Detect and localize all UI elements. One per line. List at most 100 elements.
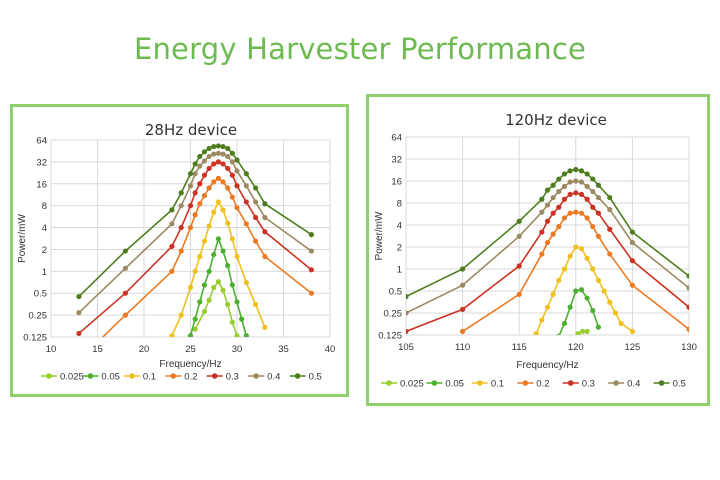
data-point (220, 143, 226, 150)
data-point (201, 158, 208, 164)
data-point (618, 320, 624, 327)
data-point (516, 291, 522, 297)
data-point (187, 203, 194, 209)
y-tick-label: 2 (397, 243, 402, 254)
legend-swatch-marker (658, 380, 665, 386)
data-point (234, 168, 240, 174)
data-point (550, 182, 556, 188)
y-tick-label: 0.25 (384, 309, 403, 320)
data-point (629, 229, 635, 235)
data-point (575, 331, 581, 335)
x-tick-label: 35 (278, 344, 289, 355)
x-tick-label: 25 (185, 344, 196, 355)
data-point (561, 196, 568, 202)
data-point (561, 171, 568, 177)
data-point (544, 239, 551, 246)
plot-area (406, 166, 689, 335)
y-tick-label: 0.25 (29, 311, 48, 322)
data-point (215, 159, 221, 165)
data-point (573, 244, 579, 250)
data-point (406, 293, 409, 300)
data-point (169, 221, 175, 227)
data-point (76, 293, 82, 300)
data-point (590, 188, 596, 195)
series-0.2 (460, 209, 689, 335)
data-point (544, 218, 551, 224)
data-point (211, 161, 217, 167)
data-point (578, 246, 585, 252)
legend-swatch-marker (253, 373, 259, 379)
data-point (220, 179, 226, 185)
legend-swatch-marker (567, 380, 574, 386)
data-point (262, 214, 268, 221)
data-point (539, 229, 545, 235)
data-point (578, 210, 585, 216)
data-point (539, 196, 545, 202)
legend-swatch-marker (386, 380, 392, 386)
chart-title: 28Hz device (145, 121, 237, 139)
data-point (178, 248, 184, 254)
data-point (197, 163, 203, 169)
y-tick-label: 1 (397, 265, 402, 276)
data-point (225, 262, 231, 269)
data-point (220, 151, 226, 157)
data-point (550, 210, 556, 216)
legend-item: 0.2 (517, 379, 550, 390)
data-point (544, 187, 551, 193)
series-line (535, 246, 633, 335)
data-point (629, 328, 635, 335)
legend-label: 0.025 (400, 379, 424, 390)
chart-panel-28hz: 28Hz device 0.125 0.25 0.5 1 2 4 8 16 32 64 10 15 20 2… (10, 104, 349, 397)
legend-label: 0.05 (445, 379, 464, 390)
legend-label: 0.5 (673, 379, 686, 390)
data-point (187, 284, 194, 291)
data-point (607, 251, 613, 257)
data-point (253, 199, 259, 205)
chart-panel-120hz: 120Hz device 0.125 0.25 0.5 1 2 4 8 16 32 64 105 110… (366, 94, 710, 406)
y-tick-label: 0.5 (389, 287, 402, 298)
x-tick-label: 110 (455, 342, 470, 353)
data-point (201, 149, 208, 155)
legend-label: 0.3 (226, 372, 239, 383)
x-tick-label: 30 (232, 344, 243, 355)
data-point (215, 236, 221, 242)
legend-label: 0.025 (60, 372, 84, 383)
series-0.3 (76, 159, 314, 337)
data-point (460, 328, 466, 335)
data-point (178, 312, 184, 318)
data-point (253, 214, 259, 221)
data-point (192, 171, 198, 177)
data-point (556, 204, 562, 210)
data-point (561, 183, 568, 189)
y-tick-label: 64 (391, 133, 402, 144)
data-point (460, 306, 466, 313)
series-0.1 (533, 244, 635, 335)
data-point (229, 172, 235, 178)
y-axis-label: Power/mW (17, 214, 28, 263)
data-point (243, 279, 249, 286)
data-point (584, 295, 590, 301)
series-0.1 (169, 199, 268, 337)
data-point (406, 328, 409, 335)
data-point (584, 328, 590, 335)
data-point (215, 175, 221, 181)
data-point (579, 328, 586, 335)
data-point (192, 190, 198, 196)
y-tick-label: 8 (397, 199, 402, 210)
plot-area (76, 143, 314, 337)
data-point (590, 266, 596, 272)
data-point (595, 210, 602, 216)
data-point (686, 304, 689, 310)
data-point (567, 210, 573, 216)
data-point (187, 171, 194, 177)
data-point (234, 205, 240, 211)
data-point (253, 301, 259, 308)
page-title: Energy Harvester Performance (133, 32, 587, 66)
y-axis-label: Power/mW (374, 211, 385, 260)
data-point (239, 316, 245, 322)
data-point (197, 201, 203, 207)
x-tick-label: 130 (681, 342, 697, 353)
y-tick-label: 0.125 (378, 331, 402, 342)
data-point (169, 243, 175, 250)
data-point (629, 258, 635, 264)
